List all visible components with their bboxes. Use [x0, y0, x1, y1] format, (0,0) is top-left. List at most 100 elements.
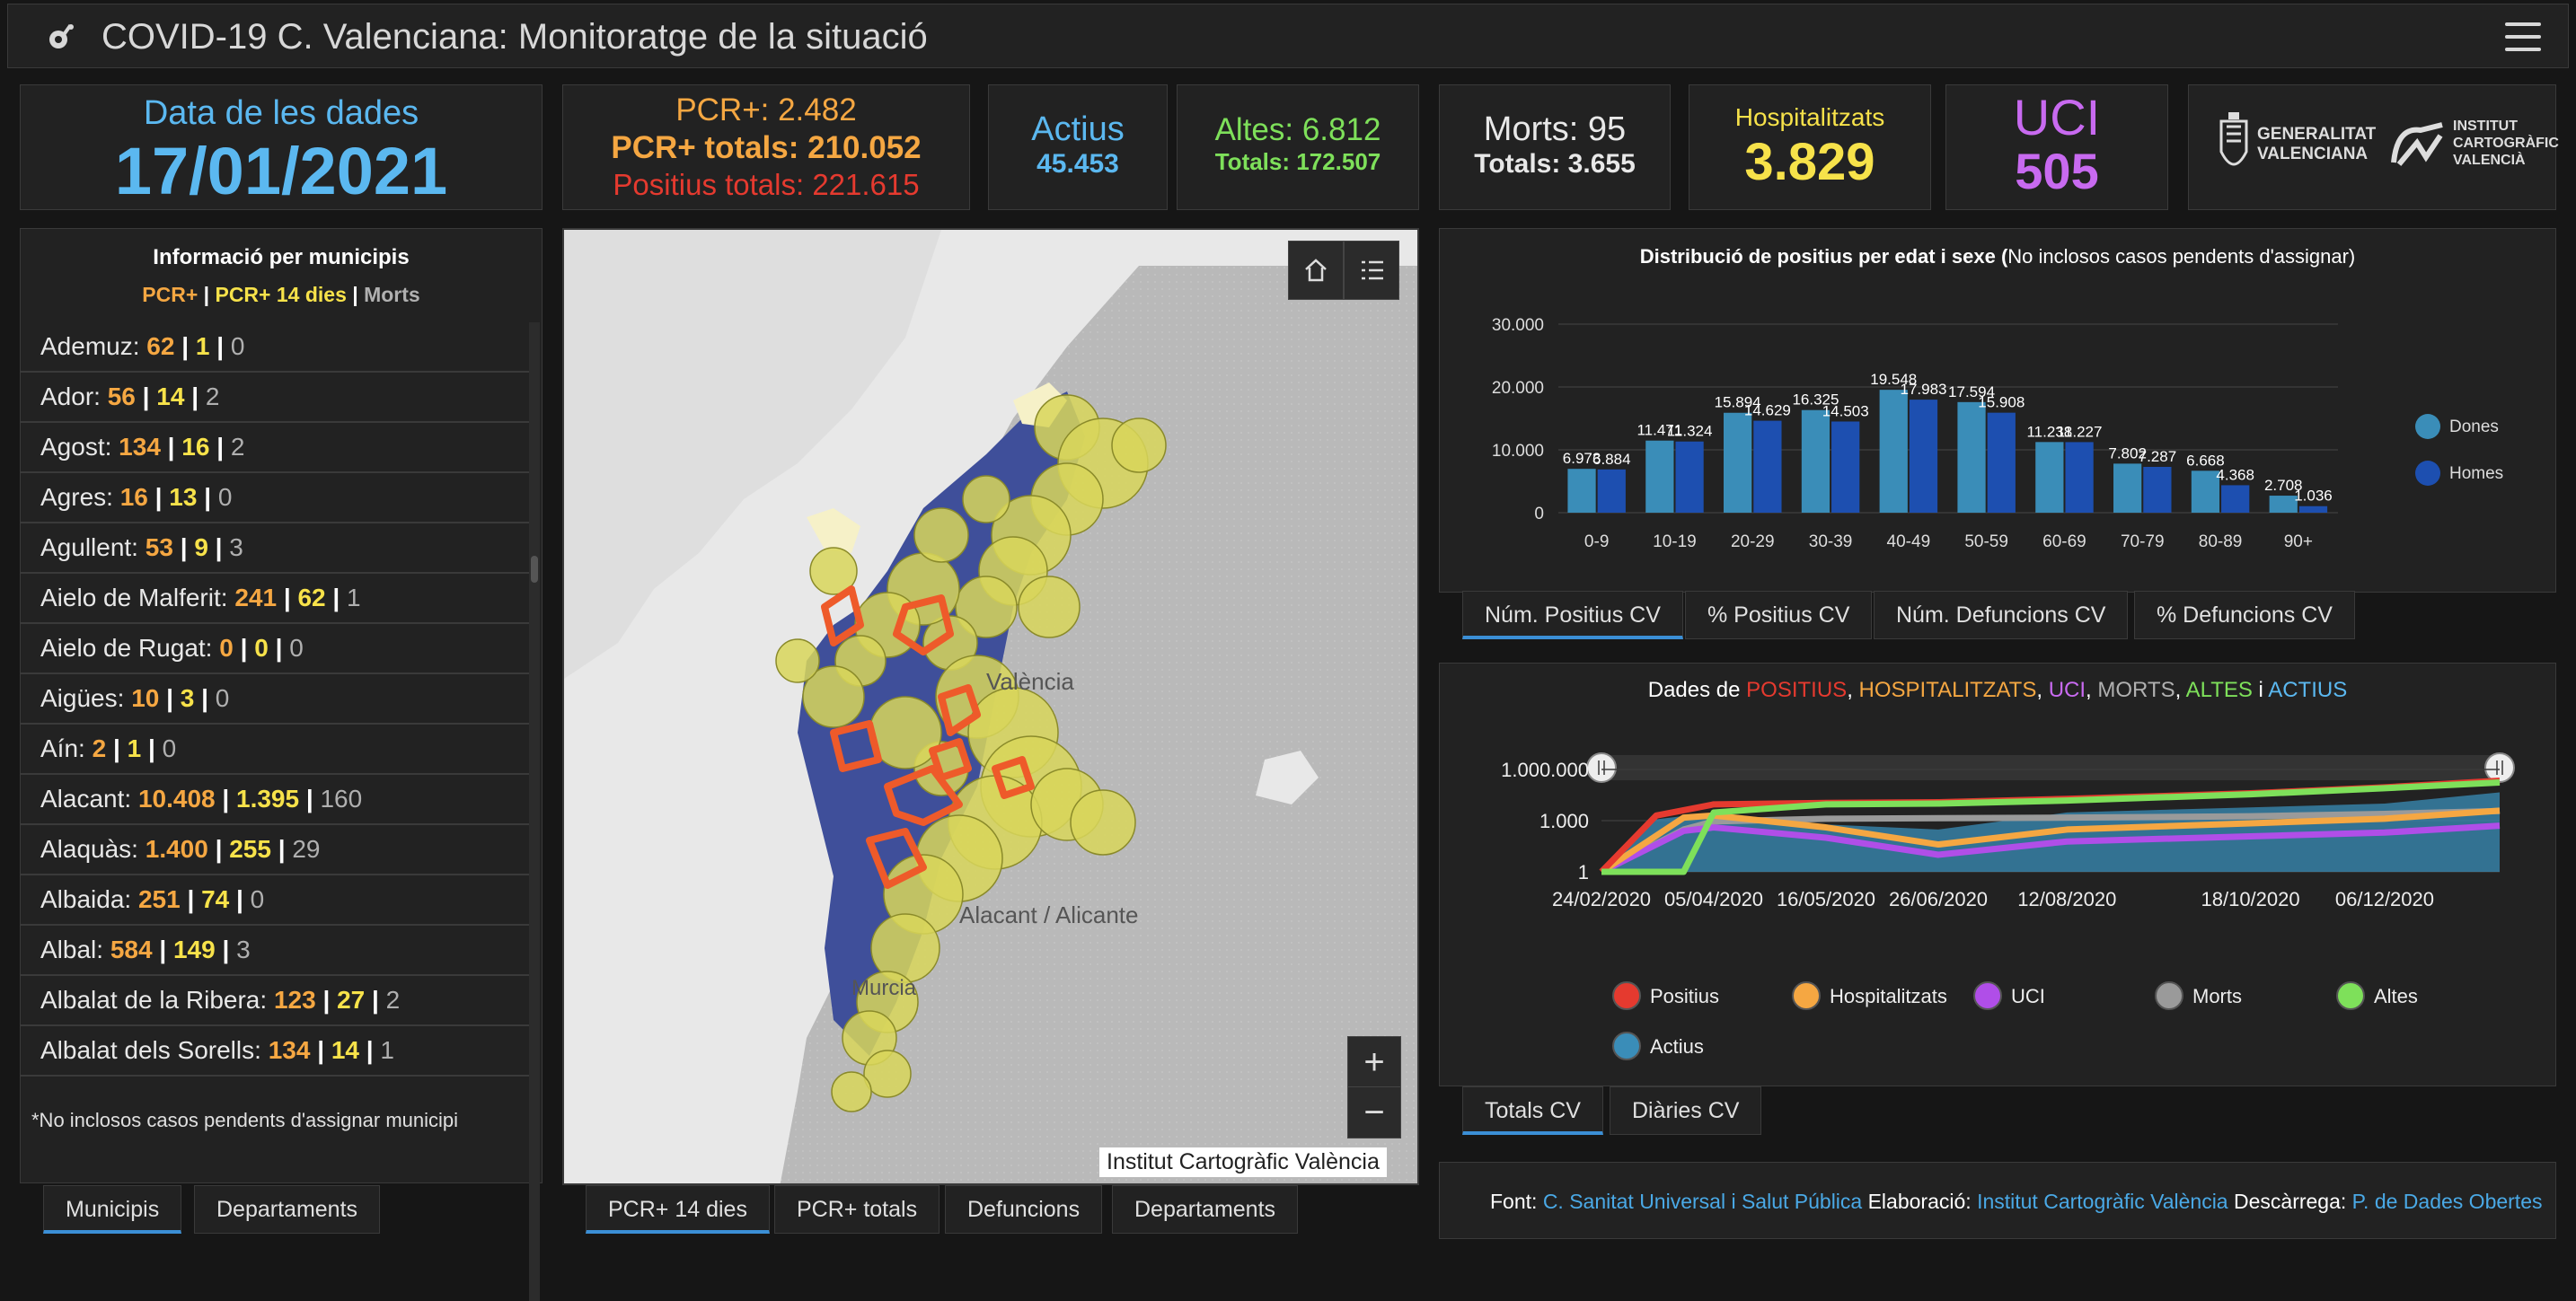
- hamburger-menu-icon[interactable]: [2505, 22, 2541, 51]
- hospitalitzats-card: Hospitalitzats 3.829: [1689, 84, 1931, 210]
- age-chart-xtick: 60-69: [2042, 532, 2086, 551]
- tab-pcr-totals[interactable]: PCR+ totals: [774, 1185, 940, 1234]
- series-line-hospitalitzats[interactable]: [1600, 807, 2501, 875]
- list-item[interactable]: Aielo de Rugat: 0 | 0 | 0: [21, 624, 533, 674]
- tab-diaries-cv[interactable]: Diàries CV: [1610, 1086, 1762, 1135]
- age-chart-xtick: 0-9: [1584, 532, 1609, 551]
- legend-swatch-morts[interactable]: [2155, 981, 2183, 1010]
- age-bar-homes[interactable]: [1987, 412, 2016, 513]
- age-bar-dones[interactable]: [1879, 390, 1908, 513]
- download-link[interactable]: P. de Dades Obertes: [2351, 1190, 2543, 1213]
- legend-swatch-actius[interactable]: [1612, 1032, 1641, 1060]
- age-bar-homes[interactable]: [2143, 466, 2172, 513]
- list-item[interactable]: Ademuz: 62 | 1 | 0: [21, 322, 533, 373]
- list-item[interactable]: Albalat de la Ribera: 123 | 27 | 2: [21, 976, 533, 1026]
- source-link[interactable]: C. Sanitat Universal i Salut Pública: [1542, 1190, 1863, 1213]
- age-bar-label: 7.802: [2108, 444, 2147, 462]
- age-bar-homes[interactable]: [1753, 420, 1782, 513]
- tab-municipis[interactable]: Municipis: [43, 1185, 182, 1234]
- gva-logo-text: GENERALITAT VALENCIANA: [2257, 125, 2377, 163]
- age-bar-label: 11.471: [1636, 422, 1682, 439]
- list-item[interactable]: Ador: 56 | 14 | 2: [21, 373, 533, 423]
- tab-num-defuncions[interactable]: Núm. Defuncions CV: [1874, 591, 2129, 639]
- legend-swatch-homes[interactable]: [2415, 461, 2440, 486]
- elaboracio-link[interactable]: Institut Cartogràfic València: [1977, 1190, 2228, 1213]
- legend-swatch-hospitalitzats[interactable]: [1792, 981, 1821, 1010]
- zoom-out-button[interactable]: −: [1347, 1086, 1401, 1138]
- tab-pcr14[interactable]: PCR+ 14 dies: [586, 1185, 770, 1234]
- tab-num-positius[interactable]: Núm. Positius CV: [1462, 591, 1683, 639]
- range-slider-start-handle[interactable]: [1586, 752, 1617, 783]
- altes-label: Altes: 6.812: [1214, 112, 1381, 147]
- age-bar-dones[interactable]: [1645, 440, 1674, 513]
- municipis-list[interactable]: Ademuz: 62 | 1 | 0 Ador: 56 | 14 | 2 Agost…: [21, 322, 533, 1077]
- age-bar-label: 6.973: [1563, 450, 1601, 467]
- age-bar-dones[interactable]: [2035, 442, 2064, 513]
- tab-pct-defuncions[interactable]: % Defuncions CV: [2134, 591, 2355, 639]
- timeseries-chart[interactable]: 1 1.000 1.000.000 24/02/2020 05/04/2020 16/05…: [1440, 664, 2557, 1087]
- zoom-in-button[interactable]: +: [1347, 1036, 1401, 1088]
- series-line-uci[interactable]: [1600, 822, 2501, 875]
- municipis-title: Informació per municipis: [153, 245, 410, 269]
- municipis-footnote: *No inclosos casos pendents d'assignar m…: [31, 1109, 459, 1131]
- list-item[interactable]: Agullent: 53 | 9 | 3: [21, 523, 533, 574]
- list-item[interactable]: Aín: 2 | 1 | 0: [21, 725, 533, 775]
- morts-totals: Totals: 3.655: [1474, 149, 1636, 179]
- range-slider-end-handle[interactable]: [2484, 752, 2515, 783]
- age-bar-homes[interactable]: [1909, 400, 1938, 513]
- map-canvas: València Alacant / Alicante Murcia: [564, 230, 1417, 1183]
- age-chart-xtick: 20-29: [1731, 532, 1775, 551]
- list-item[interactable]: Alacant: 10.408 | 1.395 | 160: [21, 775, 533, 825]
- age-bar-dones[interactable]: [1801, 409, 1831, 513]
- age-bar-label: 4.368: [2216, 466, 2254, 483]
- legend-label-actius: Actius: [1650, 1035, 1704, 1058]
- timeseries-xtick: 18/10/2020: [2201, 888, 2300, 910]
- age-bar-dones[interactable]: [2191, 470, 2220, 513]
- age-bar-homes[interactable]: [2065, 442, 2094, 513]
- series-line-altes[interactable]: [1601, 779, 2501, 875]
- list-item[interactable]: Agost: 134 | 16 | 2: [21, 423, 533, 473]
- legend-swatch-dones[interactable]: [2415, 414, 2440, 439]
- age-chart[interactable]: 010.00020.00030.0006.9736.8840-911.47111…: [1440, 229, 2557, 593]
- timeseries-ytick: 1: [1578, 861, 1589, 883]
- pcr-card: PCR+: 2.482 PCR+ totals: 210.052 Positiu…: [562, 84, 970, 210]
- legend-button[interactable]: [1344, 241, 1399, 300]
- age-bar-dones[interactable]: [1724, 412, 1752, 513]
- map-label-valencia: València: [986, 668, 1074, 695]
- timeseries-xtick: 26/06/2020: [1889, 888, 1988, 910]
- timeseries-ytick: 1.000.000: [1501, 759, 1589, 781]
- age-bar-dones[interactable]: [2113, 463, 2142, 513]
- home-button[interactable]: [1288, 241, 1344, 300]
- legend-label-positius: Positius: [1650, 985, 1719, 1007]
- map-tabs: PCR+ 14 dies PCR+ totals Defuncions Depa…: [562, 1185, 1425, 1239]
- tab-defuncions[interactable]: Defuncions: [945, 1185, 1103, 1234]
- age-bar-homes[interactable]: [1831, 421, 1860, 513]
- list-item[interactable]: Albal: 584 | 149 | 3: [21, 926, 533, 976]
- list-item[interactable]: Aigües: 10 | 3 | 0: [21, 674, 533, 725]
- age-bar-homes[interactable]: [2221, 485, 2250, 513]
- tab-departaments[interactable]: Departaments: [194, 1185, 381, 1234]
- age-bar-homes[interactable]: [1675, 441, 1704, 513]
- tab-totals-cv[interactable]: Totals CV: [1462, 1086, 1603, 1135]
- list-item[interactable]: Albalat dels Sorells: 134 | 14 | 1: [21, 1026, 533, 1077]
- tab-map-departaments[interactable]: Departaments: [1112, 1185, 1299, 1234]
- age-bar-homes[interactable]: [1597, 469, 1626, 513]
- list-item[interactable]: Aielo de Malferit: 241 | 62 | 1: [21, 574, 533, 624]
- map-label-murcia: Murcia: [851, 976, 917, 1000]
- list-item[interactable]: Agres: 16 | 13 | 0: [21, 473, 533, 523]
- municipis-scrollbar[interactable]: [529, 322, 540, 1301]
- age-bar-dones[interactable]: [1957, 401, 1986, 513]
- range-slider-track[interactable]: [1601, 755, 2500, 780]
- age-bar-label: 14.503: [1822, 402, 1869, 419]
- legend-swatch-positius[interactable]: [1612, 981, 1641, 1010]
- pcr-daily: PCR+: 2.482: [675, 92, 857, 127]
- age-bar-homes[interactable]: [2298, 505, 2328, 513]
- map-view[interactable]: València Alacant / Alicante Murcia + − I…: [562, 228, 1419, 1185]
- legend-swatch-altes[interactable]: [2336, 981, 2365, 1010]
- age-bar-dones[interactable]: [1567, 469, 1596, 513]
- age-bar-dones[interactable]: [2269, 496, 2298, 513]
- list-item[interactable]: Alaquàs: 1.400 | 255 | 29: [21, 825, 533, 875]
- legend-swatch-uci[interactable]: [1973, 981, 2002, 1010]
- list-item[interactable]: Albaida: 251 | 74 | 0: [21, 875, 533, 926]
- tab-pct-positius[interactable]: % Positius CV: [1685, 591, 1873, 639]
